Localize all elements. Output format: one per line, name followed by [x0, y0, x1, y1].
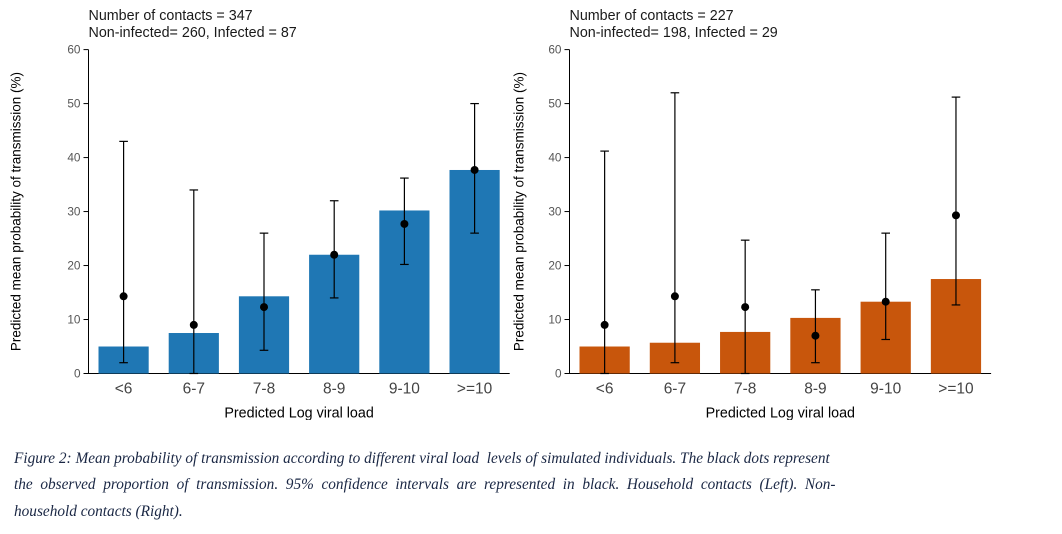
svg-text:Predicted Log viral load: Predicted Log viral load — [224, 406, 373, 421]
svg-text:50: 50 — [548, 97, 562, 111]
svg-text:Number of contacts = 227: Number of contacts = 227 — [570, 8, 734, 24]
svg-text:Predicted mean probability of: Predicted mean probability of transmissi… — [9, 72, 24, 351]
svg-text:Non-infected= 198, Infected =: Non-infected= 198, Infected = 29 — [570, 25, 778, 41]
svg-text:6-7: 6-7 — [183, 381, 205, 398]
svg-text:Predicted mean probability of: Predicted mean probability of transmissi… — [512, 72, 527, 351]
svg-text:>=10: >=10 — [457, 381, 493, 398]
svg-text:Non-infected= 260, Infected =: Non-infected= 260, Infected = 87 — [89, 25, 297, 41]
svg-text:7-8: 7-8 — [253, 381, 275, 398]
svg-text:7-8: 7-8 — [734, 381, 756, 398]
svg-text:60: 60 — [548, 43, 562, 57]
svg-text:<6: <6 — [596, 381, 614, 398]
svg-text:6-7: 6-7 — [664, 381, 686, 398]
svg-text:40: 40 — [548, 151, 562, 165]
svg-text:0: 0 — [555, 367, 562, 381]
svg-text:20: 20 — [67, 259, 81, 273]
svg-text:<6: <6 — [115, 381, 133, 398]
svg-text:60: 60 — [67, 43, 81, 57]
svg-text:10: 10 — [67, 313, 81, 327]
svg-text:8-9: 8-9 — [323, 381, 345, 398]
svg-text:20: 20 — [548, 259, 562, 273]
svg-text:8-9: 8-9 — [804, 381, 826, 398]
svg-text:50: 50 — [67, 97, 81, 111]
svg-text:Number of contacts = 347: Number of contacts = 347 — [89, 8, 253, 24]
svg-text:10: 10 — [548, 313, 562, 327]
svg-text:9-10: 9-10 — [870, 381, 901, 398]
svg-text:9-10: 9-10 — [389, 381, 420, 398]
svg-text:40: 40 — [67, 151, 81, 165]
svg-text:>=10: >=10 — [938, 381, 974, 398]
svg-text:30: 30 — [67, 205, 81, 219]
svg-text:0: 0 — [74, 367, 81, 381]
svg-text:30: 30 — [548, 205, 562, 219]
svg-text:Predicted Log viral load: Predicted Log viral load — [706, 406, 855, 421]
